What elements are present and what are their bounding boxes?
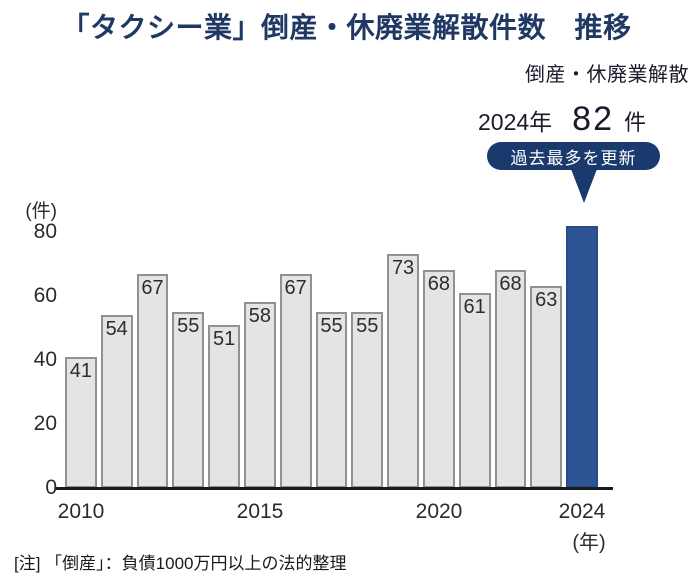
- bar-value-label: 63: [535, 289, 558, 311]
- footnote: [注] 「倒産」：負債1000万円以上の法的整理: [14, 554, 347, 573]
- x-tick-label: 2024: [558, 500, 606, 523]
- latest-value-callout: 2024年 82 件: [478, 100, 646, 139]
- bar-value-label: 55: [356, 315, 379, 337]
- bar-plot-area: 41 54 67 55 51 58 67 55 55 73 68 61 68 63: [65, 226, 598, 488]
- bar-2017: 55: [315, 312, 348, 488]
- y-tick-label: 40: [33, 348, 57, 371]
- bar-value-label: 55: [177, 315, 200, 337]
- bar-value-label: 67: [141, 277, 164, 299]
- x-axis-unit-label: (年): [572, 532, 606, 554]
- bar-2022: 68: [494, 270, 527, 488]
- bar-2015: 58: [243, 302, 276, 488]
- bar-2016: 67: [279, 274, 312, 488]
- bar-2013: 55: [172, 312, 205, 488]
- bar-value-label: 51: [212, 328, 236, 350]
- bar-2018: 55: [351, 312, 384, 488]
- y-tick-label: 60: [33, 284, 57, 307]
- callout-unit: 件: [624, 110, 647, 135]
- bar-2011: 54: [100, 315, 133, 488]
- bar-2019: 73: [387, 254, 419, 488]
- y-tick-label: 0: [45, 476, 57, 499]
- page-title: 「タクシー業」倒産・休廃業解散件数 推移: [61, 12, 632, 43]
- bar-highlight-2024: [566, 226, 598, 488]
- callout-year: 2024年: [478, 109, 553, 135]
- record-high-badge: 過去最多を更新: [487, 142, 660, 170]
- arrow-down-icon: [571, 169, 597, 203]
- x-axis-line: [56, 487, 613, 490]
- bar-value-label: 73: [391, 257, 415, 279]
- callout-value: 82: [572, 100, 614, 138]
- bar-value-label: 41: [69, 360, 93, 382]
- bar-value-label: 58: [248, 305, 271, 327]
- x-tick-label: 2010: [57, 500, 105, 523]
- bar-2020: 68: [422, 270, 455, 488]
- bar-value-label: 68: [427, 273, 450, 295]
- bar-value-label: 68: [499, 273, 522, 295]
- y-tick-label: 80: [33, 220, 57, 243]
- bar-2021: 61: [458, 293, 491, 488]
- x-tick-label: 2020: [415, 500, 463, 523]
- series-label: 倒産・休廃業解散: [525, 64, 689, 86]
- bar-value-label: 61: [463, 296, 486, 318]
- y-tick-label: 20: [33, 412, 57, 435]
- bar-value-label: 67: [284, 277, 307, 299]
- bar-2010: 41: [65, 357, 97, 488]
- bar-2012: 67: [136, 274, 169, 488]
- bar-2023: 63: [530, 286, 563, 488]
- bar-value-label: 54: [105, 318, 128, 340]
- y-axis-unit-label: (件): [25, 201, 57, 222]
- x-tick-label: 2015: [236, 500, 284, 523]
- bar-2014: 51: [208, 325, 240, 488]
- bar-value-label: 55: [320, 315, 343, 337]
